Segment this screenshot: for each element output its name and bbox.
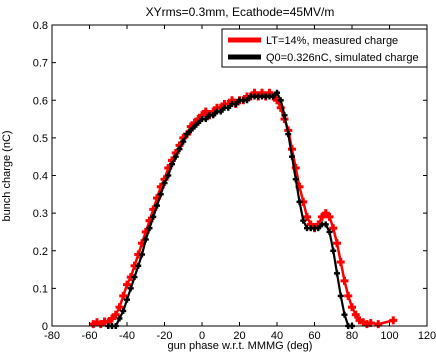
data-point-measured [336, 258, 345, 267]
data-point-simulated [202, 116, 209, 123]
legend: LT=14%, measured charge Q0=0.326nC, simu… [221, 28, 428, 68]
plot-background [52, 25, 427, 326]
data-point-simulated [187, 127, 194, 134]
x-tick-label: 40 [271, 330, 283, 342]
data-point-simulated [116, 315, 123, 322]
data-point-simulated [244, 97, 250, 104]
x-tick-label: 80 [346, 330, 358, 342]
data-point-simulated [124, 296, 130, 303]
data-point-measured [344, 291, 353, 300]
x-tick-label: -20 [157, 330, 173, 342]
data-point-simulated [150, 213, 157, 220]
x-tick-label: -60 [82, 330, 98, 342]
data-point-simulated [180, 138, 187, 145]
y-tick-label: 0.5 [33, 133, 48, 145]
plot-area: -80 -60 -40 -20 0 20 40 60 80 100 120 0 0.1 0.2 0.3 0.4… [33, 20, 436, 342]
data-point-simulated [217, 108, 224, 115]
y-tick-label: 0.6 [33, 95, 48, 107]
data-point-simulated [139, 251, 145, 258]
data-point-measured [351, 310, 360, 319]
data-point-measured [340, 276, 349, 285]
x-tick-label: 20 [233, 330, 245, 342]
x-tick-label: -80 [44, 330, 60, 342]
data-point-simulated [154, 202, 160, 209]
data-point-simulated [281, 112, 288, 119]
data-point-simulated [334, 270, 340, 277]
data-point-simulated [292, 176, 299, 183]
data-point-simulated [161, 180, 168, 187]
data-point-simulated [300, 217, 307, 224]
x-tick-label: 120 [418, 330, 436, 342]
data-point-simulated [172, 153, 179, 160]
x-tick-label: 100 [380, 330, 398, 342]
data-point-simulated [120, 307, 127, 314]
data-point-simulated [176, 146, 183, 153]
y-tick-label: 0 [42, 321, 48, 333]
data-point-simulated [184, 131, 190, 138]
data-point-simulated [191, 123, 198, 130]
data-point-measured [111, 310, 120, 319]
y-tick-label: 0.7 [33, 58, 48, 70]
data-point-measured [325, 212, 334, 221]
data-point-measured [333, 239, 341, 248]
y-tick-label: 0.3 [33, 208, 48, 220]
data-point-simulated [169, 161, 175, 168]
data-point-simulated [285, 131, 292, 138]
data-point-measured [374, 320, 383, 329]
x-tick-label: -40 [119, 330, 135, 342]
data-point-measured [119, 291, 128, 300]
legend-box [221, 28, 428, 68]
data-point-simulated [131, 274, 138, 281]
legend-label-measured: LT=14%, measured charge [266, 35, 398, 47]
data-point-simulated [322, 221, 329, 228]
x-axis-label: gun phase w.r.t. MMMG (deg) [168, 340, 313, 352]
data-point-simulated [274, 89, 280, 96]
data-point-simulated [315, 225, 322, 232]
data-point-simulated [135, 262, 142, 269]
data-point-simulated [270, 93, 277, 100]
y-tick-label: 0.8 [33, 20, 48, 32]
data-point-measured [123, 280, 131, 289]
data-point-measured [303, 212, 311, 221]
data-point-simulated [326, 228, 333, 235]
data-point-simulated [210, 112, 217, 119]
data-point-simulated [341, 311, 348, 318]
y-axis-label: bunch charge (nC) [1, 130, 13, 221]
x-tick-label: 60 [308, 330, 320, 342]
y-tick-label: 0.2 [33, 246, 48, 258]
data-point-measured [329, 224, 338, 233]
data-point-simulated [127, 285, 134, 292]
data-point-simulated [296, 198, 303, 205]
x-tick-label: 0 [199, 330, 205, 342]
data-point-measured [348, 303, 356, 312]
y-tick-label: 0.1 [33, 283, 48, 295]
chart-title: XYrms=0.3mm, Ecathode=45MV/m [146, 5, 335, 19]
data-point-simulated [165, 172, 172, 179]
data-point-simulated [289, 153, 295, 160]
data-point-simulated [225, 104, 232, 111]
data-point-simulated [232, 101, 239, 108]
legend-label-simulated: Q0=0.326nC, simulated charge [266, 52, 419, 64]
data-point-simulated [142, 236, 149, 243]
data-point-measured [115, 303, 124, 312]
data-point-simulated [157, 191, 164, 198]
data-point-simulated [195, 119, 202, 126]
data-point-simulated [277, 97, 284, 104]
data-point-simulated [337, 292, 344, 299]
data-point-measured [389, 316, 398, 325]
data-point-simulated [146, 225, 153, 232]
data-point-simulated [330, 247, 337, 254]
y-tick-label: 0.4 [33, 171, 48, 183]
